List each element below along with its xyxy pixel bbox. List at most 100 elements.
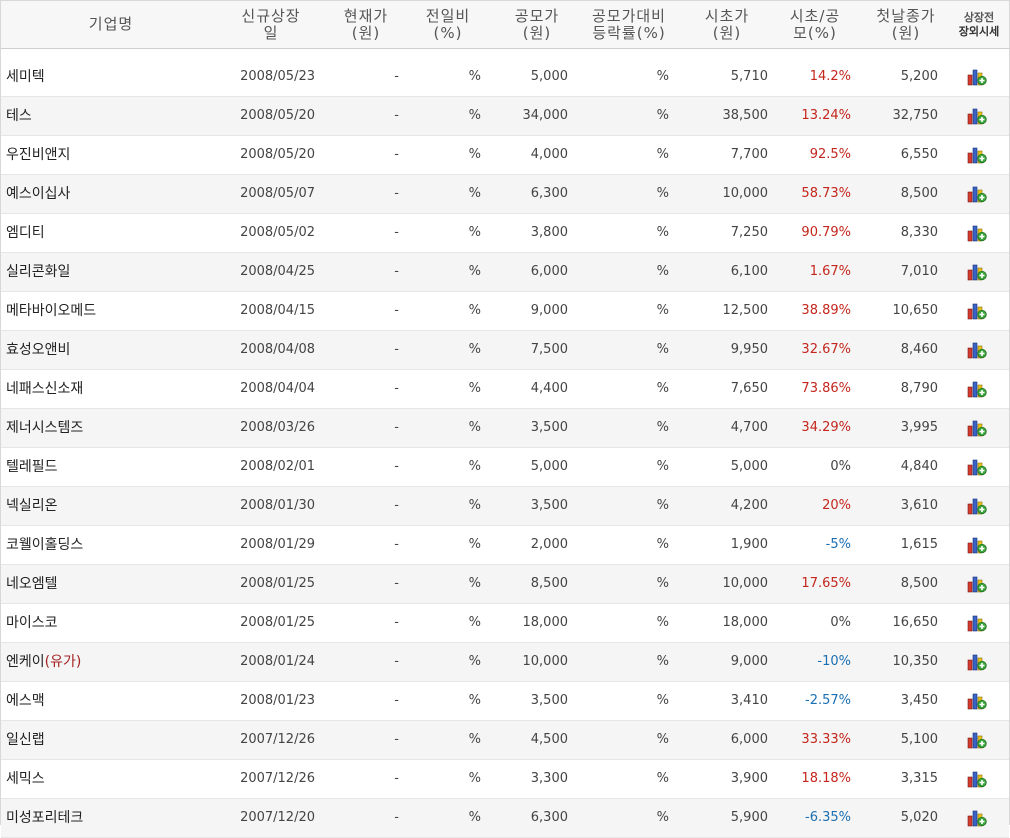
company-name-cell[interactable]: 일신랩 bbox=[6, 721, 226, 759]
chart-icon[interactable] bbox=[967, 731, 987, 749]
open-price-cell: 6,100 bbox=[730, 264, 768, 279]
prev-change-cell: % bbox=[468, 693, 481, 708]
otc-chart-button[interactable] bbox=[967, 97, 989, 135]
otc-chart-button[interactable] bbox=[967, 526, 989, 564]
company-name[interactable]: 엔케이 bbox=[6, 654, 45, 670]
company-name[interactable]: 실리콘화일 bbox=[6, 264, 71, 280]
chart-icon[interactable] bbox=[967, 653, 987, 671]
otc-chart-button[interactable] bbox=[967, 448, 989, 486]
first-close-cell: 3,995 bbox=[900, 420, 938, 435]
chart-icon[interactable] bbox=[967, 263, 987, 281]
header-ipo-change: 공모가대비 등락률(%) bbox=[579, 1, 679, 48]
company-name[interactable]: 세믹스 bbox=[6, 771, 45, 787]
company-name[interactable]: 효성오앤비 bbox=[6, 342, 71, 358]
otc-chart-button[interactable] bbox=[967, 682, 989, 720]
otc-chart-button[interactable] bbox=[967, 58, 989, 96]
company-name-cell[interactable]: 넥실리온 bbox=[6, 487, 226, 525]
chart-icon[interactable] bbox=[967, 770, 987, 788]
first-close-cell: 3,315 bbox=[900, 771, 938, 786]
open-price-cell: 5,900 bbox=[730, 810, 768, 825]
otc-chart-button[interactable] bbox=[967, 136, 989, 174]
otc-chart-button[interactable] bbox=[967, 799, 989, 837]
company-name-cell[interactable]: 세믹스 bbox=[6, 760, 226, 798]
table-row: 세믹스 2007/12/26 - % 3,300 % 3,900 18.18% … bbox=[1, 760, 1009, 799]
ipo-price-cell: 18,000 bbox=[522, 615, 569, 630]
otc-chart-button[interactable] bbox=[967, 253, 989, 291]
chart-icon[interactable] bbox=[967, 497, 987, 515]
company-name[interactable]: 제너시스템즈 bbox=[6, 420, 84, 436]
chart-icon[interactable] bbox=[967, 692, 987, 710]
company-name-cell[interactable]: 코웰이홀딩스 bbox=[6, 526, 226, 564]
company-name-cell[interactable]: 네패스신소재 bbox=[6, 370, 226, 408]
company-name-cell[interactable]: 우진비앤지 bbox=[6, 136, 226, 174]
ipo-price-cell: 3,500 bbox=[530, 693, 568, 708]
company-name[interactable]: 코웰이홀딩스 bbox=[6, 537, 84, 553]
company-name-cell[interactable]: 마이스코 bbox=[6, 604, 226, 642]
company-name-cell[interactable]: 메타바이오메드 bbox=[6, 292, 226, 330]
otc-chart-button[interactable] bbox=[967, 604, 989, 642]
company-name-cell[interactable]: 네오엠텔 bbox=[6, 565, 226, 603]
company-name[interactable]: 우진비앤지 bbox=[6, 147, 71, 163]
company-name-cell[interactable]: 효성오앤비 bbox=[6, 331, 226, 369]
chart-icon[interactable] bbox=[967, 107, 987, 125]
list-date-cell: 2008/04/08 bbox=[240, 342, 315, 357]
company-name[interactable]: 에스맥 bbox=[6, 693, 45, 709]
chart-icon[interactable] bbox=[967, 419, 987, 437]
otc-chart-button[interactable] bbox=[967, 331, 989, 369]
otc-chart-button[interactable] bbox=[967, 487, 989, 525]
company-name-cell[interactable]: 텔레필드 bbox=[6, 448, 226, 486]
company-name-cell[interactable]: 미성포리테크 bbox=[6, 799, 226, 837]
otc-chart-button[interactable] bbox=[967, 760, 989, 798]
chart-icon[interactable] bbox=[967, 614, 987, 632]
company-name[interactable]: 메타바이오메드 bbox=[6, 303, 97, 319]
company-name[interactable]: 마이스코 bbox=[6, 615, 58, 631]
open-ratio-cell: 20% bbox=[822, 498, 851, 513]
chart-icon[interactable] bbox=[967, 380, 987, 398]
ipo-price-cell: 3,500 bbox=[530, 420, 568, 435]
open-price-cell: 7,650 bbox=[730, 381, 768, 396]
company-name[interactable]: 네오엠텔 bbox=[6, 576, 58, 592]
company-name-cell[interactable]: 에스맥 bbox=[6, 682, 226, 720]
company-name[interactable]: 넥실리온 bbox=[6, 498, 58, 514]
chart-icon[interactable] bbox=[967, 458, 987, 476]
otc-chart-button[interactable] bbox=[967, 643, 989, 681]
company-name[interactable]: 일신랩 bbox=[6, 732, 45, 748]
open-ratio-cell: 90.79% bbox=[801, 225, 851, 240]
chart-icon[interactable] bbox=[967, 341, 987, 359]
chart-icon[interactable] bbox=[967, 68, 987, 86]
otc-chart-button[interactable] bbox=[967, 175, 989, 213]
chart-icon[interactable] bbox=[967, 575, 987, 593]
chart-icon[interactable] bbox=[967, 536, 987, 554]
company-name[interactable]: 미성포리테크 bbox=[6, 810, 84, 826]
otc-chart-button[interactable] bbox=[967, 721, 989, 759]
otc-chart-button[interactable] bbox=[967, 292, 989, 330]
table-row: 네오엠텔 2008/01/25 - % 8,500 % 10,000 17.65… bbox=[1, 565, 1009, 604]
otc-chart-button[interactable] bbox=[967, 565, 989, 603]
chart-icon[interactable] bbox=[967, 809, 987, 827]
header-prev-change-line2: (%) bbox=[433, 23, 463, 42]
company-name-cell[interactable]: 세미텍 bbox=[6, 58, 226, 96]
company-name[interactable]: 네패스신소재 bbox=[6, 381, 84, 397]
company-name-cell[interactable]: 실리콘화일 bbox=[6, 253, 226, 291]
chart-icon[interactable] bbox=[967, 185, 987, 203]
company-name[interactable]: 세미텍 bbox=[6, 69, 45, 85]
otc-chart-button[interactable] bbox=[967, 409, 989, 447]
company-name[interactable]: 예스이십사 bbox=[6, 186, 71, 202]
company-name[interactable]: 텔레필드 bbox=[6, 459, 58, 475]
company-name-cell[interactable]: 테스 bbox=[6, 97, 226, 135]
company-name[interactable]: 테스 bbox=[6, 108, 32, 124]
open-ratio-cell: -2.57% bbox=[805, 693, 851, 708]
header-current: 현재가 (원) bbox=[323, 1, 409, 48]
company-name-cell[interactable]: 예스이십사 bbox=[6, 175, 226, 213]
prev-change-cell: % bbox=[468, 498, 481, 513]
chart-icon[interactable] bbox=[967, 302, 987, 320]
company-name-cell[interactable]: 엔케이(유가) bbox=[6, 643, 226, 681]
company-name[interactable]: 엠디티 bbox=[6, 225, 45, 241]
otc-chart-button[interactable] bbox=[967, 214, 989, 252]
chart-icon[interactable] bbox=[967, 146, 987, 164]
otc-chart-button[interactable] bbox=[967, 370, 989, 408]
chart-icon[interactable] bbox=[967, 224, 987, 242]
company-name-cell[interactable]: 제너시스템즈 bbox=[6, 409, 226, 447]
prev-change-cell: % bbox=[468, 69, 481, 84]
company-name-cell[interactable]: 엠디티 bbox=[6, 214, 226, 252]
